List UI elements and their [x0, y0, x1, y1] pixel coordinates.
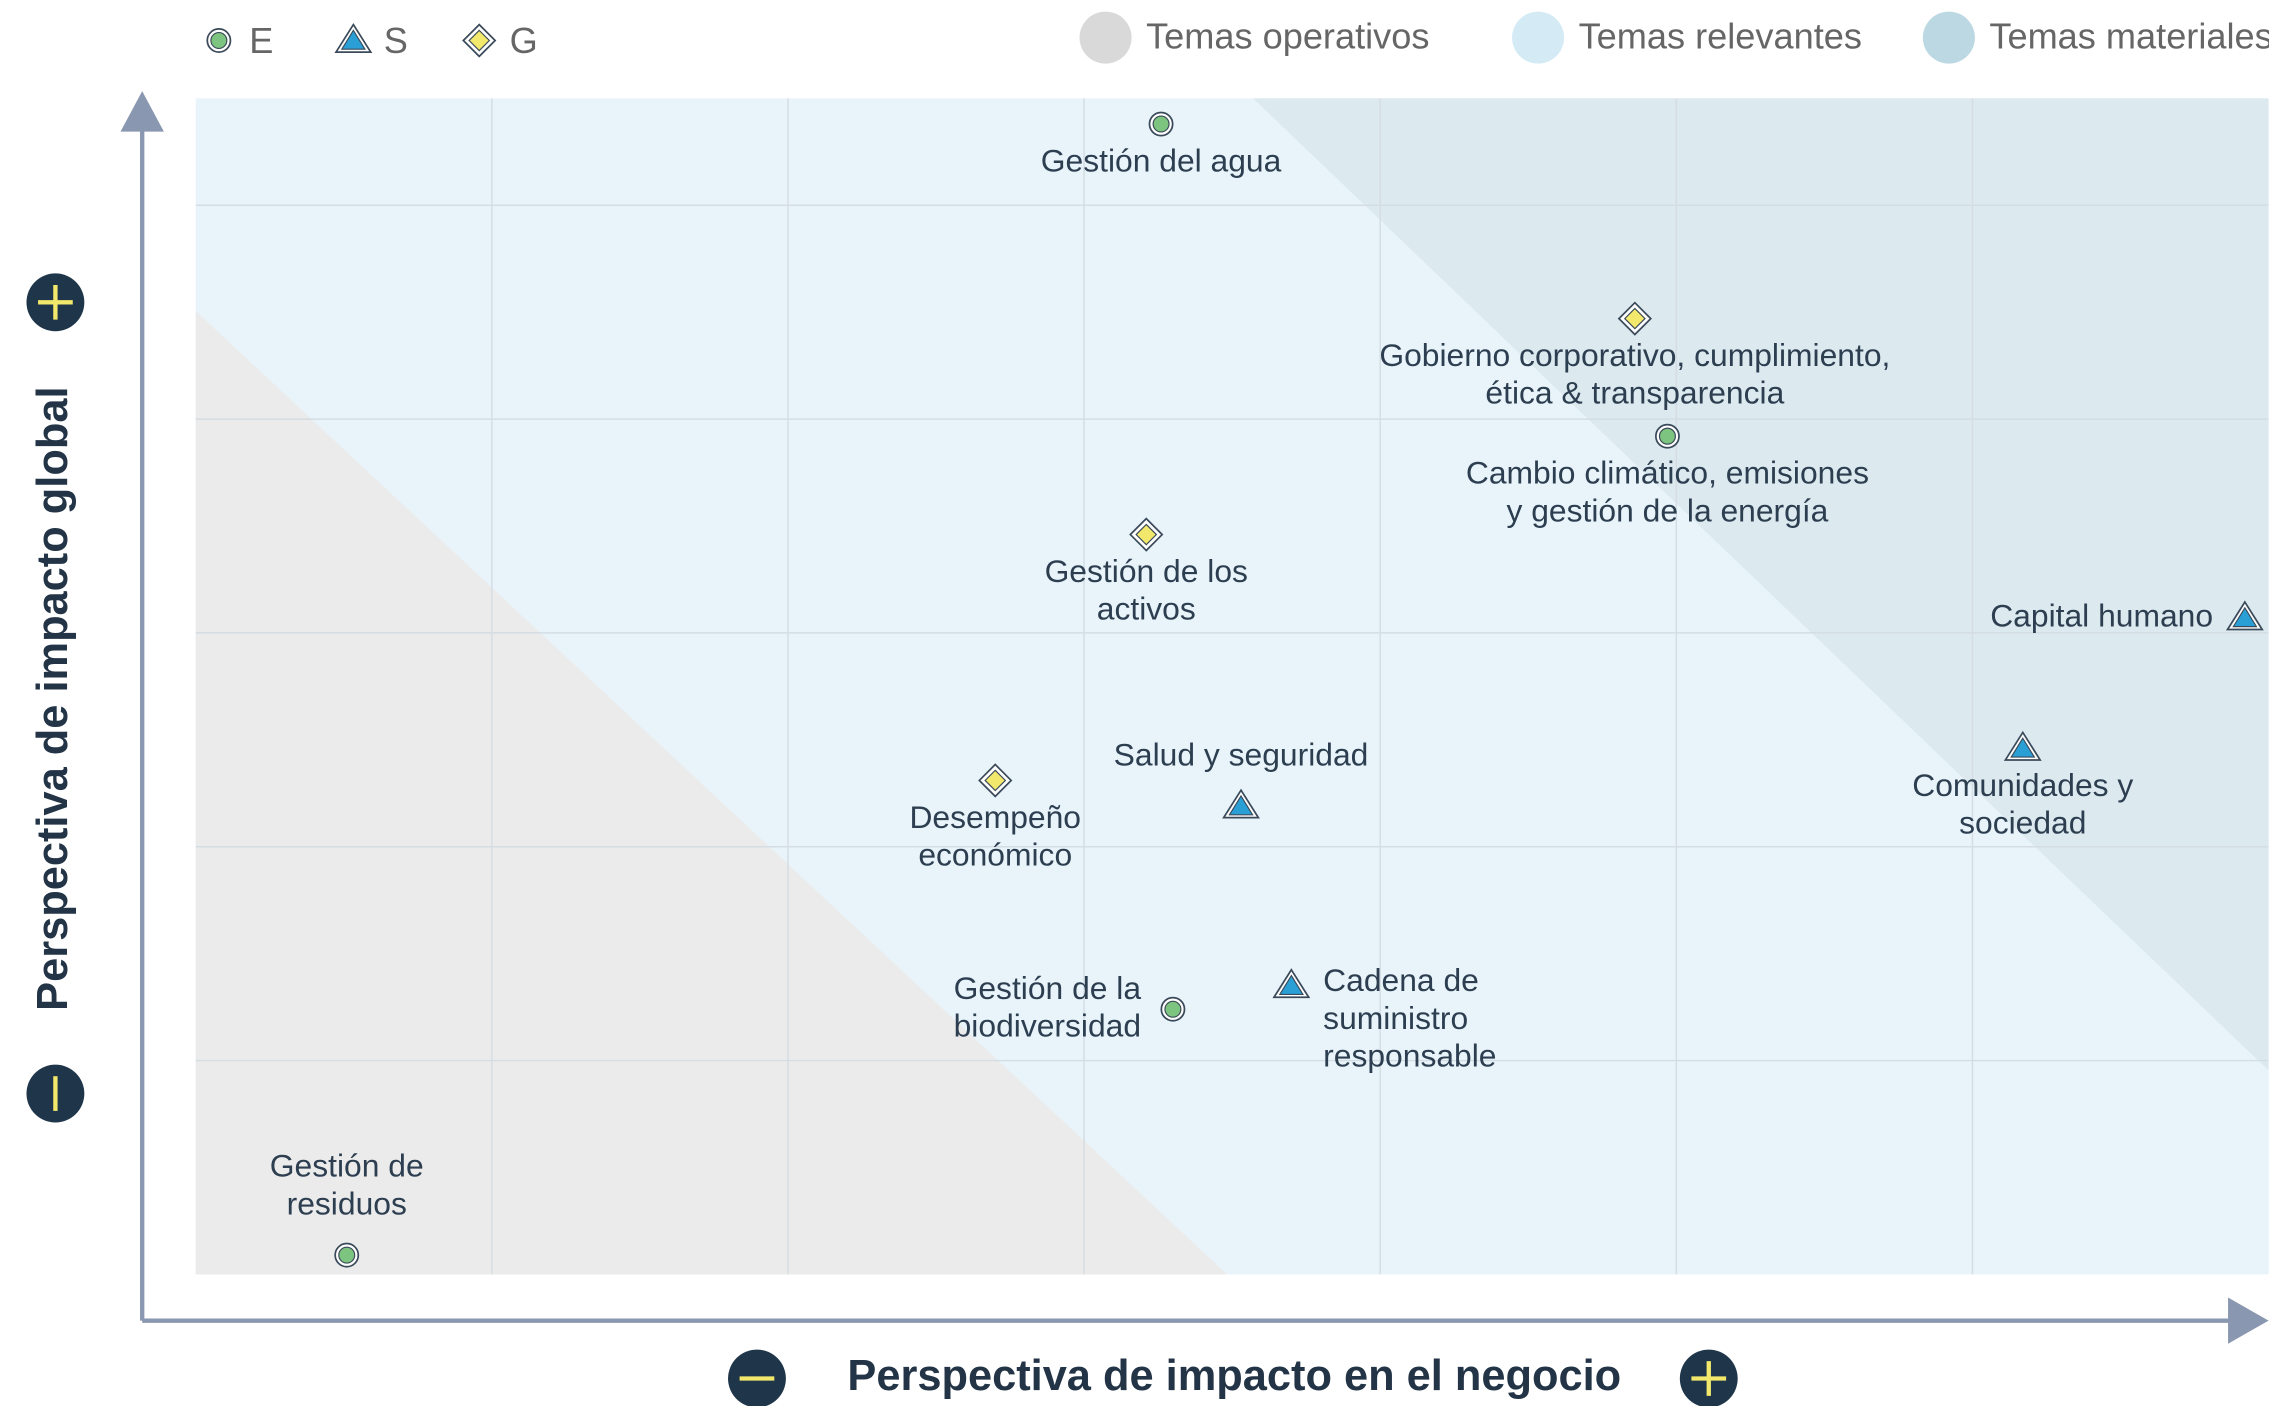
- legend-label: Temas operativos: [1146, 16, 1429, 57]
- marker: [1278, 974, 1304, 995]
- point-label: Gestión de la: [954, 970, 1142, 1006]
- legend-label: Temas materiales: [1989, 16, 2269, 57]
- legend-label: Temas relevantes: [1579, 16, 1862, 57]
- x-plus: [1679, 1349, 1738, 1406]
- point-label: Cambio climático, emisiones: [1466, 455, 1869, 491]
- marker: [1228, 794, 1254, 816]
- point-label: ética & transparencia: [1485, 375, 1784, 411]
- marker: [1152, 115, 1170, 133]
- y-plus: [26, 273, 85, 332]
- point-label: Comunidades y: [1912, 767, 2133, 803]
- point-label: biodiversidad: [954, 1007, 1141, 1043]
- x-axis-label: Perspectiva de impacto en el negocio: [847, 1352, 1621, 1400]
- point-label: Salud y seguridad: [1114, 736, 1369, 772]
- point-label: responsable: [1323, 1037, 1496, 1073]
- point-label: Gobierno corporativo, cumplimiento,: [1379, 337, 1890, 373]
- point-label: Gestión del agua: [1041, 142, 1282, 178]
- legend-marker: [468, 29, 491, 52]
- point-label: sociedad: [1959, 804, 2086, 840]
- legend-label: G: [510, 20, 538, 61]
- point-label: Desempeño: [909, 799, 1081, 835]
- point-label: y gestión de la energía: [1506, 492, 1828, 528]
- y-minus: [26, 1064, 85, 1123]
- point-label: activos: [1097, 591, 1196, 627]
- marker: [1164, 1000, 1182, 1018]
- marker: [1623, 307, 1646, 330]
- legend-marker: [340, 29, 366, 50]
- point-label: Gestión de: [270, 1148, 424, 1184]
- point-label: Capital humano: [1990, 597, 2213, 633]
- point-label: económico: [918, 837, 1072, 873]
- legend-label: S: [384, 20, 408, 61]
- y-arrow: [120, 91, 164, 132]
- legend-swatch: [1922, 11, 1975, 64]
- point-label: Gestión de los: [1045, 553, 1248, 589]
- legend-label: E: [249, 20, 273, 61]
- marker: [984, 769, 1007, 792]
- point-label: residuos: [287, 1185, 407, 1221]
- y-axis-label: Perspectiva de impacto global: [29, 386, 77, 1010]
- legend-swatch: [1079, 11, 1132, 64]
- x-arrow: [2228, 1297, 2269, 1344]
- marker: [2010, 737, 2036, 758]
- marker: [1135, 523, 1158, 546]
- marker: [338, 1246, 356, 1264]
- marker: [1658, 427, 1676, 445]
- marker: [2232, 606, 2258, 628]
- legend-swatch: [1512, 11, 1565, 64]
- point-label: Cadena de: [1323, 962, 1479, 998]
- x-minus: [728, 1349, 786, 1406]
- material-region: [1253, 98, 2269, 1071]
- legend-marker: [210, 31, 228, 50]
- operational-region: [195, 310, 1228, 1275]
- point-label: suministro: [1323, 1000, 1468, 1036]
